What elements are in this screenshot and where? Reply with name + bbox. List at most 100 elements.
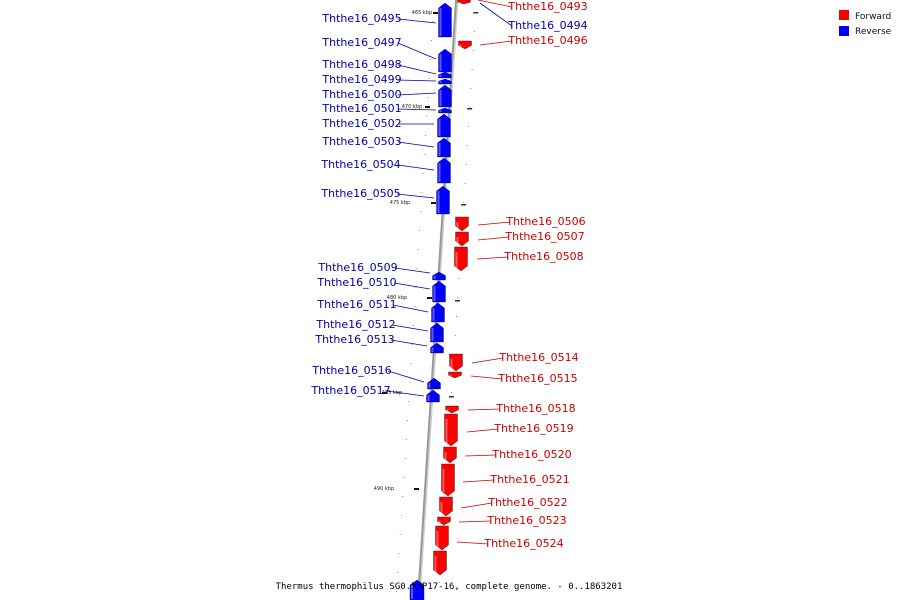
lane-dot xyxy=(402,496,404,497)
gene-label: Ththe16_0512 xyxy=(315,318,395,331)
gene-highlight xyxy=(439,74,442,77)
gene-highlight xyxy=(439,54,442,71)
gene-leader xyxy=(477,236,510,241)
gene-leader xyxy=(479,40,513,46)
gene-leader xyxy=(477,0,513,8)
gene-leader xyxy=(390,339,428,347)
tick-label: 465 kbp xyxy=(412,10,432,16)
gene-highlight xyxy=(440,502,443,515)
gene-label: Ththe16_0502 xyxy=(321,117,401,130)
gene-arrow xyxy=(427,377,441,390)
gene-label: Ththe16_0515 xyxy=(497,372,577,385)
lane-dash xyxy=(455,300,460,302)
gene-highlight xyxy=(427,395,430,401)
gene-highlight xyxy=(431,328,434,341)
lane-dot xyxy=(454,335,456,336)
lane-dot xyxy=(410,363,412,364)
lane-dot xyxy=(412,325,414,326)
gene-label: Ththe16_0523 xyxy=(486,514,566,527)
legend: Forward Reverse xyxy=(839,10,892,37)
gene-highlight xyxy=(438,119,441,136)
gene-arrow xyxy=(458,40,472,50)
gene-highlight xyxy=(458,1,461,3)
gene-leader xyxy=(456,541,489,545)
gene-arrow xyxy=(457,0,471,5)
lane-dot xyxy=(417,249,419,250)
lane-dot xyxy=(466,145,468,146)
gene-label: Ththe16_0516 xyxy=(311,364,391,377)
gene-highlight xyxy=(456,222,459,230)
gene-leader xyxy=(392,304,429,313)
lane-dot xyxy=(472,50,474,51)
gene-arrow xyxy=(445,405,459,414)
lane-dot xyxy=(411,344,413,345)
gene-label: Ththe16_0498 xyxy=(321,58,401,71)
gene-label: Ththe16_0500 xyxy=(321,88,401,101)
gene-arrow xyxy=(455,216,469,232)
gene-arrow xyxy=(438,84,452,108)
lane-dot xyxy=(403,477,405,478)
legend-forward-label: Forward xyxy=(855,12,891,22)
gene-leader xyxy=(397,108,437,111)
gene-leader xyxy=(479,2,513,27)
gene-highlight xyxy=(431,347,434,352)
lane-dot xyxy=(408,401,410,402)
gene-highlight xyxy=(459,44,462,48)
lane-dot xyxy=(458,278,460,279)
gene-leader xyxy=(477,221,511,226)
gene-arrow xyxy=(438,107,452,114)
map-layer: 465 kbp 470 kbp 475 kbp 480 kbp 485 kbp 490 k… xyxy=(310,0,588,600)
gene-highlight xyxy=(438,143,441,156)
tick-mark xyxy=(382,392,387,394)
lane-dot xyxy=(409,382,411,383)
gene-highlight xyxy=(444,452,447,462)
gene-arrow xyxy=(438,48,452,73)
gene-leader xyxy=(476,256,509,260)
gene-leader xyxy=(458,520,492,523)
gene-highlight xyxy=(446,409,449,412)
lane-dot xyxy=(474,31,476,32)
lane-dot xyxy=(426,116,428,117)
gene-arrow xyxy=(455,231,469,247)
gene-arrow xyxy=(438,78,452,85)
gene-label: Ththe16_0521 xyxy=(489,473,569,486)
lane-dot xyxy=(470,88,472,89)
gene-leader xyxy=(391,324,429,332)
lane-dot xyxy=(451,392,453,393)
tick-mark xyxy=(414,488,419,490)
gene-highlight xyxy=(437,191,440,213)
gene-label: Ththe16_0493 xyxy=(507,0,587,13)
gene-label: Ththe16_0497 xyxy=(321,36,401,49)
lane-dot xyxy=(425,135,427,136)
gene-leader xyxy=(394,267,431,274)
gene-label: Ththe16_0499 xyxy=(321,73,401,86)
gene-leader xyxy=(393,282,431,290)
gene-highlight xyxy=(436,531,439,549)
legend-reverse-swatch xyxy=(839,26,849,36)
gene-highlight xyxy=(439,110,442,112)
gene-leader xyxy=(397,42,437,60)
gene-arrow xyxy=(409,579,425,600)
lane-dot xyxy=(405,439,407,440)
legend-forward-swatch xyxy=(839,10,849,20)
gene-leader xyxy=(466,428,499,433)
gene-leader xyxy=(397,164,435,171)
lane-dot xyxy=(439,582,441,583)
lane-dot xyxy=(455,316,457,317)
gene-label: Ththe16_0504 xyxy=(320,158,400,171)
lane-dash xyxy=(473,12,479,14)
gene-highlight xyxy=(439,8,442,36)
gene-arrow xyxy=(432,271,446,281)
lane-dot xyxy=(406,420,408,421)
gene-arrow xyxy=(438,71,452,79)
lane-dot xyxy=(398,553,400,554)
lane-dot xyxy=(423,154,425,155)
lane-dash xyxy=(461,204,467,206)
legend-reverse-label: Reverse xyxy=(855,27,892,37)
gene-leader xyxy=(467,408,501,411)
gene-highlight xyxy=(433,286,436,301)
tick-mark xyxy=(427,297,432,299)
gene-leader xyxy=(387,370,425,383)
lane-dot xyxy=(428,78,430,79)
